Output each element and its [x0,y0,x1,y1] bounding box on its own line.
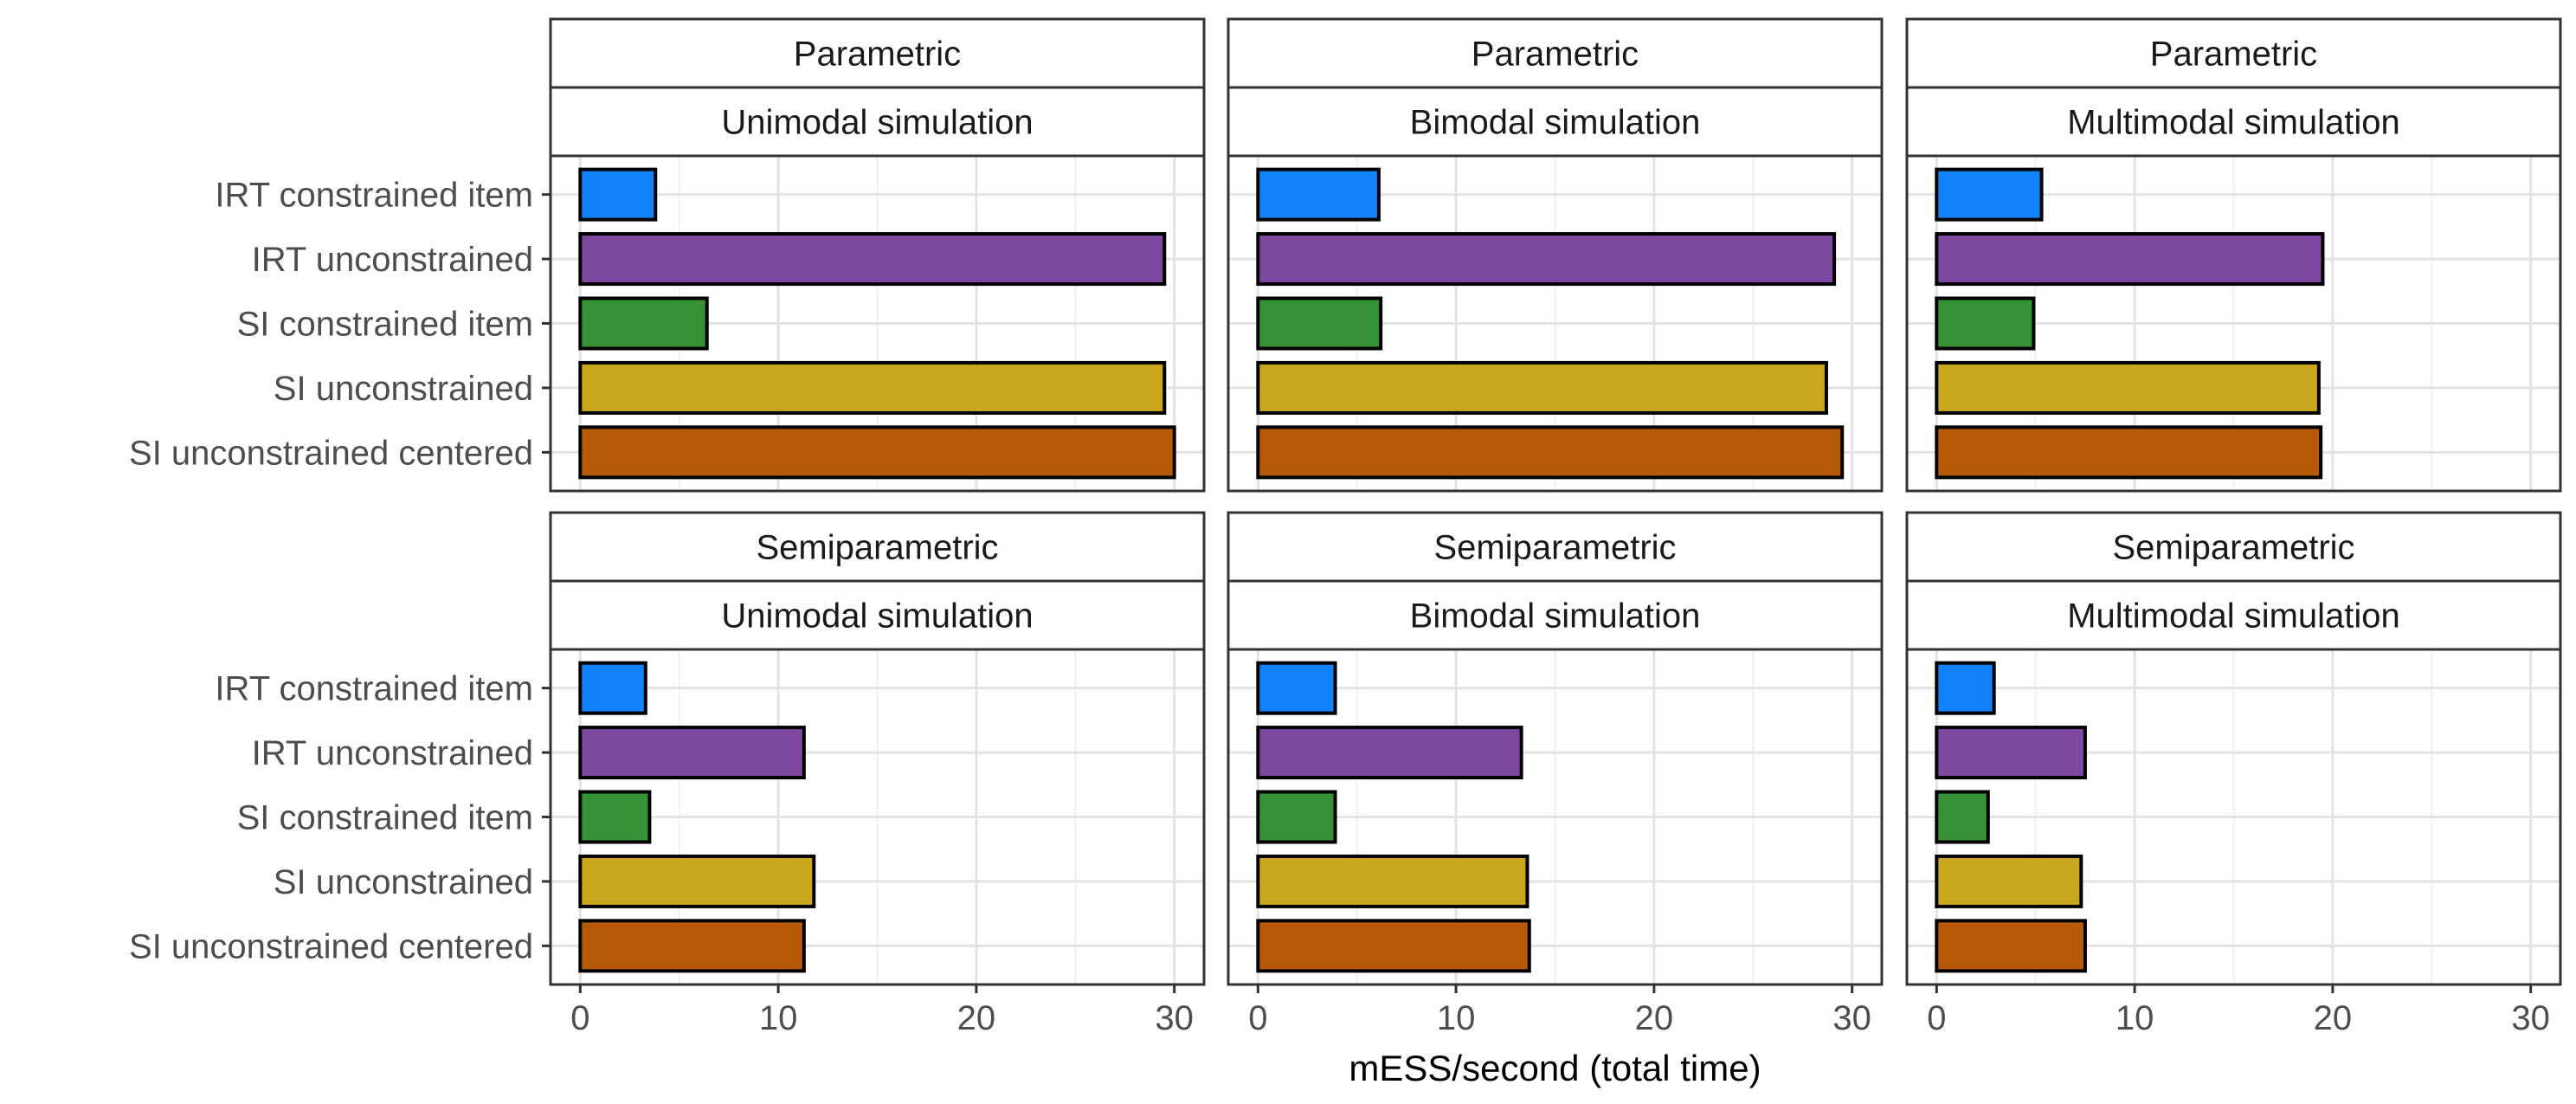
bar-si-unconstrained-centered [1935,919,2087,973]
bar-irt-constrained-item [1935,167,2044,222]
bar-si-unconstrained-centered [578,919,806,973]
strip-simulation-box [1905,86,2562,158]
y-tick-label: IRT constrained item [215,177,533,215]
x-axis-title: mESS/second (total time) [1349,1048,1761,1088]
y-tick-label: SI unconstrained [274,370,533,408]
strip-model-label: Semiparametric [756,529,998,567]
x-tick-label: 10 [1437,999,1476,1037]
bar-si-constrained-item [1935,296,2036,351]
x-tick-label: 20 [1635,999,1674,1037]
strip-model-label: Semiparametric [2112,529,2354,567]
bar-irt-constrained-item [1256,167,1381,222]
bar-si-constrained-item [1256,790,1337,844]
panel-border [1227,154,1884,493]
bar-si-unconstrained-centered [578,425,1176,480]
y-tick-label: IRT constrained item [215,670,533,708]
bar-si-constrained-item [1935,790,1990,844]
panel-border [1227,648,1884,986]
x-tick-label: 10 [2116,999,2154,1037]
y-tick-label: SI constrained item [237,799,533,837]
bar-si-unconstrained-centered [1935,425,2323,480]
x-tick-label: 0 [1248,999,1267,1037]
strip-model-box [549,17,1206,89]
strip-simulation-label: Bimodal simulation [1410,104,1701,142]
bar-irt-constrained-item [1256,661,1337,715]
x-tick-label: 30 [1832,999,1871,1037]
strip-simulation-label: Bimodal simulation [1410,597,1701,636]
panel-border [1905,154,2562,493]
bar-si-unconstrained [1256,854,1530,908]
strip-model-box [1227,17,1884,89]
bar-si-unconstrained [1935,854,2083,908]
bar-irt-unconstrained [1256,726,1523,780]
strip-model-label: Parametric [794,36,961,74]
strip-model-box [1227,511,1884,583]
bar-irt-unconstrained [578,232,1167,287]
bar-irt-constrained-item [1935,661,1996,715]
bar-si-unconstrained [1256,360,1828,415]
strip-simulation-label: Multimodal simulation [2067,104,2400,142]
y-tick-label: SI unconstrained centered [129,927,533,965]
x-tick-label: 0 [570,999,589,1037]
strip-simulation-box [549,86,1206,158]
x-tick-label: 10 [759,999,798,1037]
strip-simulation-box [549,579,1206,651]
strip-model-label: Parametric [1472,36,1639,74]
x-tick-label: 20 [2314,999,2353,1037]
strip-simulation-label: Multimodal simulation [2067,597,2400,636]
bar-si-constrained-item [578,790,652,844]
strip-simulation-label: Unimodal simulation [721,597,1033,636]
x-tick-label: 30 [1155,999,1194,1037]
strip-model-label: Parametric [2150,36,2317,74]
bar-si-unconstrained [578,854,816,908]
strip-simulation-box [1227,86,1884,158]
strip-simulation-label: Unimodal simulation [721,104,1033,142]
bar-irt-unconstrained [578,726,806,780]
bar-irt-unconstrained [1935,726,2087,780]
bar-irt-constrained-item [578,167,658,222]
y-tick-label: IRT unconstrained [252,241,533,279]
y-tick-label: SI unconstrained [274,863,533,901]
bar-si-unconstrained-centered [1256,425,1845,480]
bar-irt-unconstrained [1256,232,1837,287]
strip-model-label: Semiparametric [1433,529,1676,567]
bar-irt-unconstrained [1935,232,2325,287]
bar-si-unconstrained [1935,360,2321,415]
bar-si-constrained-item [578,296,709,351]
x-tick-label: 0 [1927,999,1946,1037]
bar-si-constrained-item [1256,296,1383,351]
strip-model-box [1905,17,2562,89]
x-tick-label: 20 [957,999,996,1037]
x-tick-label: 30 [2511,999,2550,1037]
bar-irt-constrained-item [578,661,647,715]
y-tick-label: SI constrained item [237,306,533,344]
bar-si-unconstrained [578,360,1167,415]
y-tick-label: IRT unconstrained [252,734,533,772]
y-tick-label: SI unconstrained centered [129,434,533,472]
panel-border [1905,648,2562,986]
bar-si-unconstrained-centered [1256,919,1531,973]
